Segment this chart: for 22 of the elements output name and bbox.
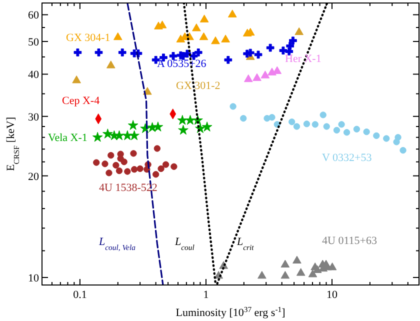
y-tick-label: 10: [28, 272, 40, 284]
series-label: 4U 1538-522: [99, 182, 158, 194]
series-label: L$_{coul}$: [174, 236, 194, 252]
series-label: A 0535+26: [157, 58, 207, 70]
series-label: V 0332+53: [322, 152, 372, 164]
y-tick-label: 50: [28, 36, 40, 48]
series-label: GX 304-1: [66, 32, 110, 44]
y-tick-label: 60: [28, 10, 40, 22]
text: GX 301-2: [176, 80, 220, 92]
x-tick-label: 0.1: [73, 289, 87, 301]
series-label: Vela X-1: [48, 132, 88, 144]
series-label: Her X-1: [285, 53, 322, 65]
y-tick-label: 20: [28, 170, 40, 183]
x-axis-title: Luminosity [10$^{37}$ erg s$^{-1}$]: [176, 304, 286, 319]
series-label: L$_{crit}$: [236, 236, 255, 252]
y-tick-label: 30: [28, 111, 40, 124]
series-label: L$_{coul, Vela}$: [98, 236, 136, 252]
x-tick-label: 10: [326, 289, 338, 301]
series-label: Cep X-4: [62, 95, 100, 107]
x-tick-label: 1: [203, 289, 209, 301]
y-tick-label: 40: [28, 69, 40, 82]
series-label: 4U 0115+63: [322, 235, 378, 247]
